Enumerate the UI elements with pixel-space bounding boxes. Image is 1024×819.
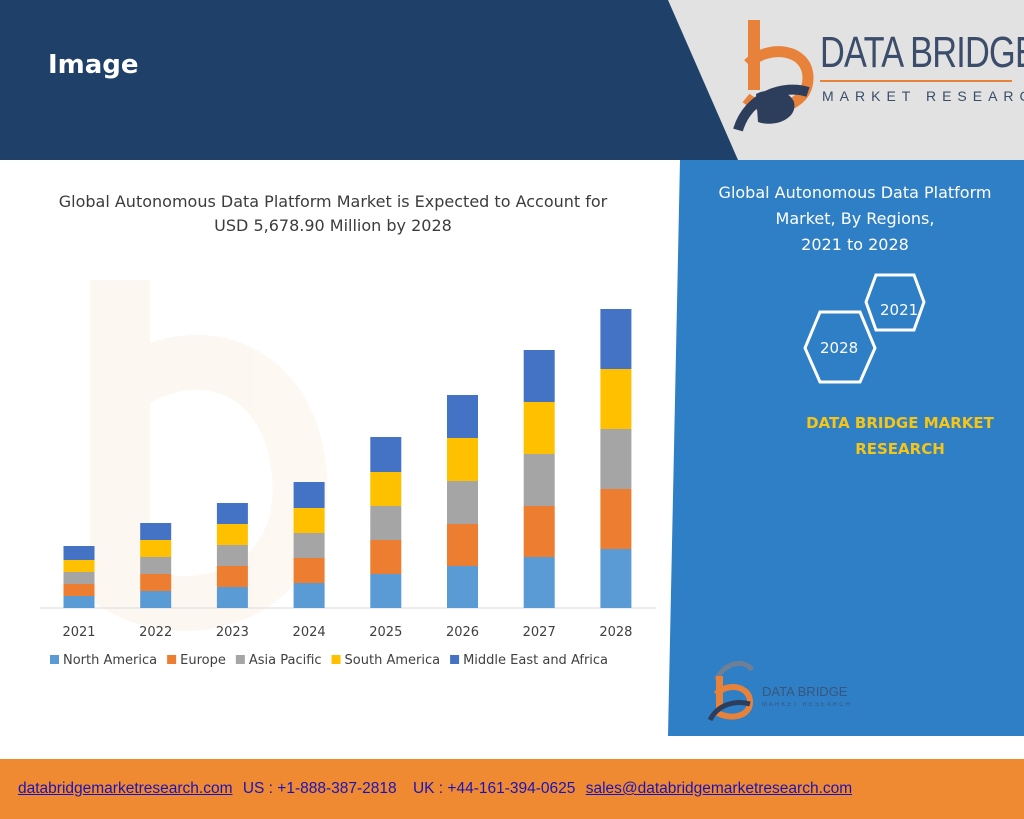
bar-2027-europe [523,506,555,557]
logo-name: DATA BRIDGE [820,28,1024,77]
legend-swatch [50,655,59,664]
bar-2024-asia-pacific [293,533,325,558]
bar-2028-middle-east-and-africa [600,309,632,369]
bar-2026-europe [447,524,478,566]
us-phone: US : +1-888-387-2818 [242,780,397,797]
bar-2022-middle-east-and-africa [140,523,172,540]
bar-2024-europe [293,558,325,583]
bar-2022-asia-pacific [140,557,172,574]
bar-2025-north-america [370,574,402,608]
bar-2022-north-america [140,591,172,608]
mini-logo-name: DATA BRIDGE [762,684,848,699]
x-tick-label: 2022 [139,625,172,640]
mini-logo-icon [707,676,754,722]
x-tick-label: 2027 [523,625,556,640]
legend-swatch [331,655,341,664]
x-tick-label: 2024 [293,625,326,640]
x-tick-label: 2026 [446,625,479,640]
chart-title-line-2: USD 5,678.90 Million by 2028 [214,216,452,235]
side-title-line-3: 2021 to 2028 [801,235,909,254]
logo-tagline: MARKET RESEARCH [822,88,1024,104]
bar-2026-middle-east-and-africa [447,395,478,438]
databridge-logo-icon [733,20,814,132]
chart-title: Global Autonomous Data Platform Market i… [28,190,638,238]
legend-label: Middle East and Africa [463,653,608,668]
x-tick-label: 2025 [369,625,402,640]
uk-phone: UK : +44-161-394-0625 [412,780,576,797]
logo-divider [820,80,1012,82]
side-panel-title: Global Autonomous Data Platform Market, … [700,180,1010,258]
bar-2023-south-america [216,524,248,545]
side-brand-line-2: RESEARCH [855,440,945,458]
side-brand-line-1: DATA BRIDGE MARKET [806,414,994,432]
footer-contacts: databridgemarketresearch.com US : +1-888… [18,780,852,798]
bar-2028-europe [600,489,632,549]
bar-2021-asia-pacific [63,572,95,584]
email-link[interactable]: sales@databridgemarketresearch.com [585,780,853,797]
x-tick-label: 2021 [62,625,95,640]
bar-2028-north-america [600,549,632,608]
bar-2025-middle-east-and-africa [370,437,402,472]
bar-2021-middle-east-and-africa [63,546,95,560]
bar-2026-south-america [447,438,478,481]
bar-2021-europe [63,584,95,596]
bar-2027-south-america [523,402,555,454]
hex-label-2028: 2028 [820,339,859,357]
bar-2023-europe [216,566,248,587]
legend-swatch [167,655,177,664]
bar-2025-europe [370,540,402,574]
legend-label: North America [63,653,157,668]
side-title-line-1: Global Autonomous Data Platform [718,183,992,202]
bar-2023-north-america [216,587,248,608]
side-panel-bg [668,160,1024,736]
bar-2025-south-america [370,472,402,506]
hex-label-2021: 2021 [880,301,919,319]
bar-2023-asia-pacific [216,545,248,566]
bar-2026-asia-pacific [447,481,478,524]
x-tick-label: 2023 [216,625,249,640]
legend-label: Europe [180,653,226,668]
page-title: Image [48,50,139,80]
stacked-bar-chart: 2021 2022 2023 2024 2025 2026 2027 2028 North A… [40,280,656,668]
mini-logo-tagline: MARKET RESEARCH [762,702,852,708]
bar-2027-middle-east-and-africa [523,350,555,402]
bar-2028-south-america [600,369,632,429]
hexagon-2021 [864,273,926,332]
bar-2026-north-america [447,566,478,608]
bar-2027-north-america [523,557,555,608]
bar-2022-europe [140,574,172,591]
bar-2024-north-america [293,583,325,608]
chart-title-line-1: Global Autonomous Data Platform Market i… [58,192,608,211]
bar-2027-asia-pacific [523,454,555,506]
legend-label: South America [345,653,441,668]
website-link[interactable]: databridgemarketresearch.com [18,780,233,797]
hexagon-2028 [803,310,877,384]
bar-2024-south-america [293,508,325,533]
side-panel [668,160,1024,736]
bar-2021-north-america [63,596,95,608]
bar-2022-south-america [140,540,172,557]
x-tick-label: 2028 [599,625,632,640]
legend-swatch [450,655,460,664]
bar-2023-middle-east-and-africa [216,503,248,524]
bar-2028-asia-pacific [600,429,632,489]
legend-label: Asia Pacific [249,653,322,668]
legend-swatch [235,655,245,664]
side-brand: DATA BRIDGE MARKET RESEARCH [780,410,1020,462]
bar-2025-asia-pacific [370,506,402,540]
side-title-line-2: Market, By Regions, [775,209,935,228]
bar-2021-south-america [63,560,95,572]
bar-2024-middle-east-and-africa [293,482,325,508]
footer-bar [0,759,1024,819]
